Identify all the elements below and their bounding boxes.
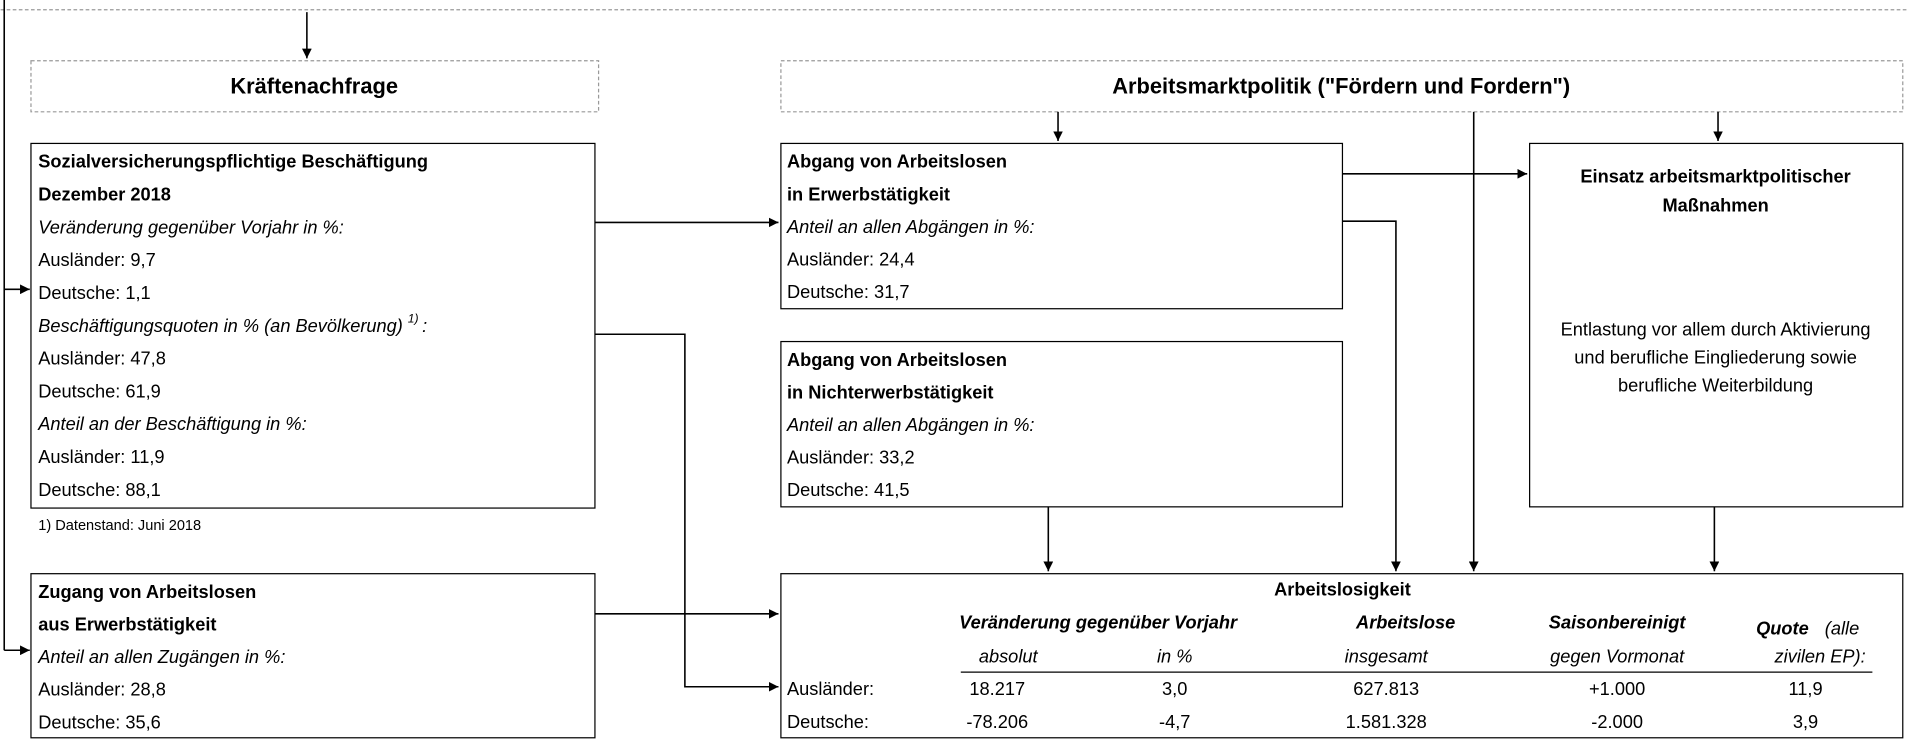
column-header: absolut xyxy=(979,645,1039,666)
table-cell: 1.581.328 xyxy=(1346,711,1427,732)
box-line: Beschäftigungsquoten in % (an Bevölkerun… xyxy=(38,312,427,336)
table-cell: Ausländer: xyxy=(787,678,874,699)
box-line: aus Erwerbstätigkeit xyxy=(38,614,216,635)
box-line: Deutsche: 31,7 xyxy=(787,281,910,302)
table-cell: 3,9 xyxy=(1793,711,1818,732)
column-header: in % xyxy=(1157,645,1192,666)
table-cell: 3,0 xyxy=(1162,678,1187,699)
table-cell: -2.000 xyxy=(1591,711,1643,732)
box-title: Einsatz arbeitsmarktpolitischer xyxy=(1580,165,1850,186)
footnote: 1) Datenstand: Juni 2018 xyxy=(38,518,201,534)
title-box xyxy=(30,60,600,113)
section-title: Kräftenachfrage xyxy=(230,73,398,98)
box-line: und berufliche Eingliederung sowie xyxy=(1574,346,1857,367)
arrow xyxy=(1342,220,1401,572)
box-line: Deutsche: 61,9 xyxy=(38,380,161,401)
table-cell: 18.217 xyxy=(969,678,1025,699)
box xyxy=(780,142,1344,310)
arrow xyxy=(594,333,779,692)
box xyxy=(780,340,1344,508)
text: Beschäftigungsquoten in % (an Bevölkerun… xyxy=(38,315,403,336)
column-header: gegen Vormonat xyxy=(1550,645,1685,666)
column-header: Quote xyxy=(1756,617,1809,638)
box-line: Ausländer: 11,9 xyxy=(38,446,164,467)
box-line: Anteil an allen Zugängen in %: xyxy=(37,646,285,667)
column-header: Saisonbereinigt xyxy=(1549,611,1687,632)
section-title: Arbeitsmarktpolitik ("Fördern und Forder… xyxy=(1112,73,1570,98)
box-line: Deutsche: 1,1 xyxy=(38,282,150,303)
box-line: Ausländer: 9,7 xyxy=(38,249,156,270)
table-cell: -78.206 xyxy=(966,711,1028,732)
box-line: Zugang von Arbeitslosen xyxy=(38,581,256,602)
box-line: in Erwerbstätigkeit xyxy=(787,183,950,204)
box xyxy=(30,142,596,509)
box-line: Deutsche: 35,6 xyxy=(38,711,161,732)
box-line: Ausländer: 47,8 xyxy=(38,348,166,369)
box xyxy=(780,573,1904,739)
box-line: Dezember 2018 xyxy=(38,184,171,205)
table-cell: -4,7 xyxy=(1159,711,1190,732)
box-line: Ausländer: 24,4 xyxy=(787,248,915,269)
box-line: berufliche Weiterbildung xyxy=(1618,374,1813,395)
column-header: insgesamt xyxy=(1345,645,1429,666)
text: : xyxy=(422,315,427,336)
column-header: Arbeitslose xyxy=(1355,611,1455,632)
box-line: Abgang von Arbeitslosen xyxy=(787,151,1007,172)
column-header: (alle xyxy=(1825,617,1859,638)
table-cell: +1.000 xyxy=(1589,678,1645,699)
title-box xyxy=(780,60,1904,113)
box-line: Deutsche: 41,5 xyxy=(787,479,910,500)
column-header: zivilen EP): xyxy=(1774,645,1866,666)
box-line: Anteil an allen Abgängen in %: xyxy=(786,216,1034,237)
box-line: in Nichterwerbstätigkeit xyxy=(787,381,994,402)
box-line: Abgang von Arbeitslosen xyxy=(787,349,1007,370)
box-line: Veränderung gegenüber Vorjahr in %: xyxy=(38,216,344,237)
box xyxy=(30,573,596,739)
box-line: Anteil an der Beschäftigung in %: xyxy=(37,413,306,434)
box-line: Ausländer: 33,2 xyxy=(787,447,915,468)
box-line: Entlastung vor allem durch Aktivierung xyxy=(1561,318,1871,339)
box-line: Deutsche: 88,1 xyxy=(38,479,161,500)
box-line: Anteil an allen Abgängen in %: xyxy=(786,414,1034,435)
box xyxy=(1529,142,1904,508)
box-line: Ausländer: 28,8 xyxy=(38,679,166,700)
table-cell: Deutsche: xyxy=(787,711,869,732)
box-title: Maßnahmen xyxy=(1662,194,1768,215)
column-header: Veränderung gegenüber Vorjahr xyxy=(959,611,1238,632)
box-line: Sozialversicherungspflichtige Beschäftig… xyxy=(38,151,428,172)
footnote-ref: 1) xyxy=(408,312,419,326)
table-cell: 627.813 xyxy=(1353,678,1419,699)
table-title: Arbeitslosigkeit xyxy=(1274,579,1411,600)
table-cell: 11,9 xyxy=(1788,678,1822,699)
arrows xyxy=(3,0,1723,692)
